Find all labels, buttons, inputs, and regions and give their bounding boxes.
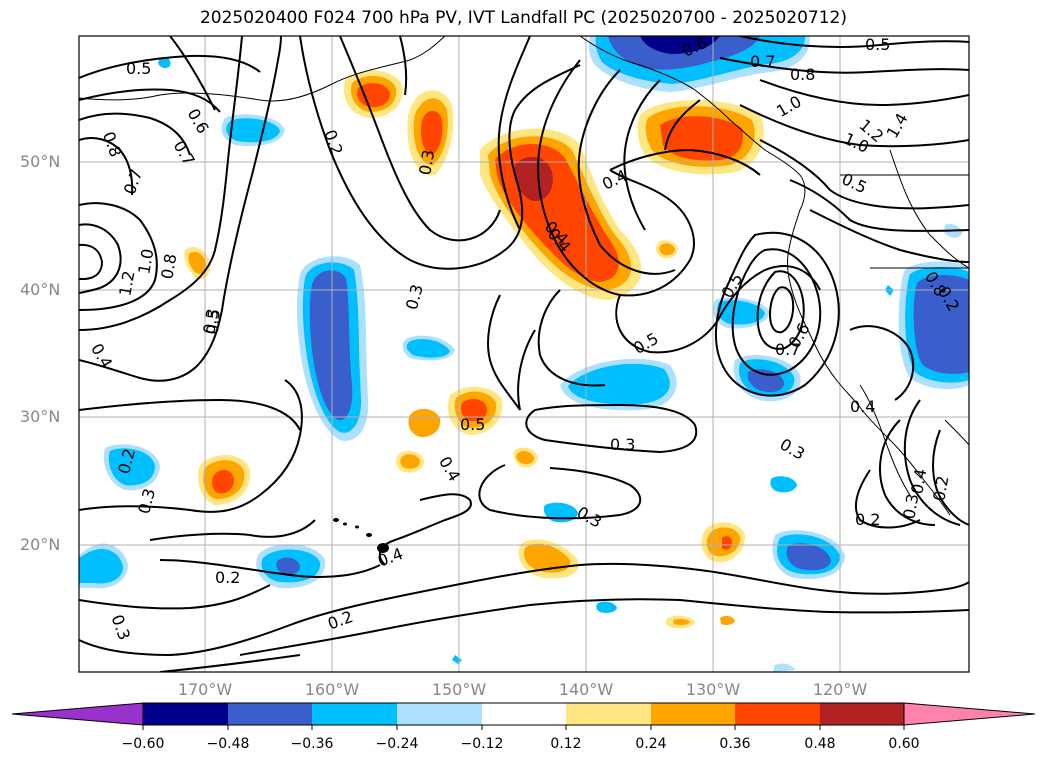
contour-label: 0.3 bbox=[777, 435, 809, 464]
colorbar-tick-label: −0.48 bbox=[206, 736, 250, 752]
contour-label: 0.8 bbox=[157, 252, 180, 280]
colorbar-tick-label: −0.24 bbox=[375, 736, 419, 752]
lon-label: 160°W bbox=[304, 680, 360, 699]
pv-contours bbox=[79, 36, 969, 672]
colorbar-tick-label: −0.60 bbox=[121, 736, 165, 752]
contour-label: 0.3 bbox=[402, 282, 427, 312]
lon-label: 150°W bbox=[431, 680, 487, 699]
lon-label: 130°W bbox=[685, 680, 741, 699]
contour-label: 0.3 bbox=[108, 612, 135, 642]
contour-label: 0.3 bbox=[415, 148, 438, 176]
colorbar-tick-label: 0.36 bbox=[719, 736, 751, 752]
contour-label: 0.4 bbox=[87, 340, 116, 372]
contour-label: 0.2 bbox=[929, 474, 952, 502]
contour-label: 0.5 bbox=[839, 169, 870, 197]
coastlines bbox=[79, 36, 969, 516]
contour-label: 0.8 bbox=[790, 65, 815, 84]
contour-label: 0.3 bbox=[899, 492, 922, 520]
contour-label: 1.0 bbox=[773, 92, 805, 121]
map-title: 2025020400 F024 700 hPa PV, IVT Landfall… bbox=[199, 8, 847, 28]
colorbar-tick-label: 0.12 bbox=[550, 736, 582, 752]
lon-label: 170°W bbox=[177, 680, 233, 699]
contour-label: 0.4 bbox=[435, 453, 464, 485]
contour-label: 0.5 bbox=[460, 415, 485, 434]
colorbar-tick-label: 0.60 bbox=[888, 736, 920, 752]
contour-label: 0.2 bbox=[320, 127, 347, 157]
contour-label: 0.5 bbox=[126, 59, 151, 78]
contour-label: 0.5 bbox=[203, 308, 224, 335]
negative-anomaly-shading bbox=[79, 36, 969, 672]
lat-label: 50°N bbox=[20, 152, 61, 171]
lat-label: 20°N bbox=[20, 535, 61, 554]
contour-label: 1.4 bbox=[883, 110, 912, 142]
graticule bbox=[79, 36, 969, 672]
contour-label: 0.6 bbox=[184, 105, 213, 137]
contour-label: 0.5 bbox=[630, 329, 662, 358]
contour-label: 1.2 bbox=[115, 269, 138, 297]
contour-label: 0.3 bbox=[199, 307, 222, 335]
colorbar-tick-label: −0.36 bbox=[290, 736, 334, 752]
lon-label: 140°W bbox=[558, 680, 614, 699]
colorbar-tick-label: −0.12 bbox=[460, 736, 504, 752]
contour-label: 1.0 bbox=[134, 247, 157, 275]
contour-label: 0.7 bbox=[120, 167, 147, 197]
lon-label: 120°W bbox=[812, 680, 868, 699]
lat-label: 30°N bbox=[20, 407, 61, 426]
map-frame bbox=[78, 35, 970, 673]
colorbar-over-arrow bbox=[903, 702, 1036, 726]
colorbar bbox=[11, 702, 1036, 730]
positive-anomaly-shading bbox=[184, 70, 764, 629]
contour-label: 0.7 bbox=[750, 52, 775, 71]
contour-label: 0.4 bbox=[850, 397, 875, 416]
contour-label: 0.7 bbox=[775, 340, 800, 359]
lat-label: 40°N bbox=[20, 280, 61, 299]
contour-label: 0.7 bbox=[170, 137, 199, 169]
contour-label: 0.2 bbox=[215, 568, 240, 587]
contour-label: 0.8 bbox=[99, 129, 126, 159]
colorbar-tick-label: 0.48 bbox=[804, 736, 836, 752]
colorbar-under-arrow bbox=[11, 702, 144, 726]
contour-label: 0.5 bbox=[865, 35, 890, 54]
contour-label: 0.2 bbox=[325, 607, 355, 634]
hawaii-islands bbox=[333, 518, 389, 553]
contour-label: 0.2 bbox=[855, 510, 880, 529]
contour-label: 0.3 bbox=[610, 435, 635, 454]
contour-label: 0.3 bbox=[134, 486, 159, 516]
colorbar-tick-label: 0.24 bbox=[635, 736, 667, 752]
contour-label: 0.3 bbox=[574, 503, 606, 532]
contour-label: 0.4 bbox=[907, 467, 930, 495]
